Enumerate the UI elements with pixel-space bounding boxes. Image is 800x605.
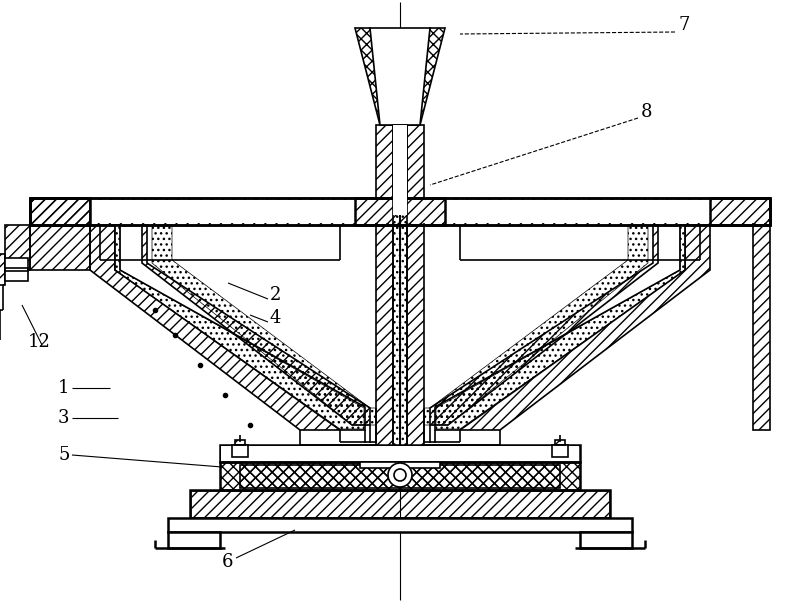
Text: 6: 6 [222,553,234,571]
Text: 1: 1 [58,379,70,397]
Text: 8: 8 [641,103,653,121]
Text: 3: 3 [58,409,70,427]
Polygon shape [32,200,768,223]
Polygon shape [232,445,248,457]
Polygon shape [580,532,632,548]
Text: 7: 7 [678,16,690,34]
Polygon shape [168,532,220,548]
Text: 4: 4 [270,309,282,327]
Polygon shape [370,28,430,125]
Polygon shape [393,125,407,215]
Text: 5: 5 [58,446,70,464]
Text: 2: 2 [270,286,282,304]
Polygon shape [168,518,632,532]
Text: 12: 12 [28,333,51,351]
Polygon shape [552,445,568,457]
Polygon shape [360,462,440,468]
Polygon shape [221,446,579,461]
Polygon shape [115,225,365,430]
Circle shape [388,463,412,487]
Polygon shape [5,258,28,281]
Circle shape [394,469,406,481]
Polygon shape [435,225,685,430]
